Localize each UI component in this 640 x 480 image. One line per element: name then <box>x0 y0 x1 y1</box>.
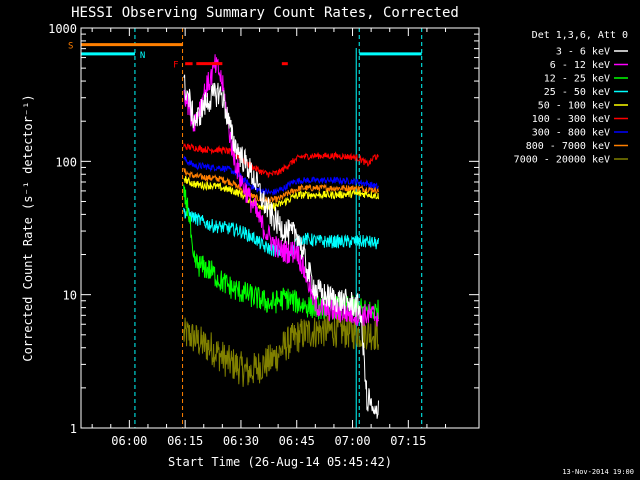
y-tick-label-3: 1000 <box>48 22 77 36</box>
flag-label-N: N <box>140 51 145 61</box>
x-tick-label-4: 07:00 <box>334 434 370 448</box>
footer-date: 13-Nov-2014 19:00 <box>562 468 634 476</box>
x-tick-label-3: 06:45 <box>279 434 315 448</box>
legend-label-7: 800 - 7000 keV <box>526 141 610 152</box>
legend-label-8: 7000 - 20000 keV <box>514 155 610 166</box>
series-line-6 <box>183 155 379 196</box>
legend-item-1: 6 - 12 keV <box>550 60 628 71</box>
legend-label-0: 3 - 6 keV <box>556 47 610 58</box>
x-tick-label-5: 07:15 <box>390 434 426 448</box>
legend-item-5: 100 - 300 keV <box>532 114 628 125</box>
series-line-2 <box>183 184 379 324</box>
flag-label-F: F <box>173 61 178 71</box>
series-line-4 <box>183 175 379 212</box>
legend-label-4: 50 - 100 keV <box>538 101 610 112</box>
flag-label-S: S <box>68 42 73 52</box>
legend-label-5: 100 - 300 keV <box>532 114 610 125</box>
y-tick-label-2: 100 <box>55 155 77 169</box>
x-tick-label-1: 06:15 <box>167 434 203 448</box>
series-line-8 <box>183 313 379 387</box>
x-tick-label-2: 06:30 <box>223 434 259 448</box>
y-tick-label-1: 10 <box>63 289 77 303</box>
series-line-7 <box>183 167 379 204</box>
y-tick-label-0: 1 <box>70 422 77 436</box>
legend-header: Det 1,3,6, Att 0 <box>532 30 628 41</box>
legend-item-2: 12 - 25 keV <box>544 74 628 85</box>
legend-item-6: 300 - 800 keV <box>532 128 628 139</box>
legend-label-6: 300 - 800 keV <box>532 128 610 139</box>
series-line-5 <box>183 142 379 179</box>
legend-item-4: 50 - 100 keV <box>538 101 628 112</box>
legend-item-7: 800 - 7000 keV <box>526 141 628 152</box>
x-axis: 06:00 06:15 06:30 06:45 07:00 07:15 <box>91 28 447 448</box>
axes-frame <box>80 27 480 429</box>
x-axis-label: Start Time (26-Aug-14 05:45:42) <box>168 455 392 469</box>
legend-item-8: 7000 - 20000 keV <box>514 155 628 166</box>
legend-item-3: 25 - 50 keV <box>544 87 628 98</box>
series-line-0 <box>183 74 379 419</box>
legend: Det 1,3,6, Att 0 3 - 6 keV 6 - 12 keV 12 -… <box>514 30 628 166</box>
series-line-1 <box>183 54 379 327</box>
legend-label-1: 6 - 12 keV <box>550 60 610 71</box>
legend-item-0: 3 - 6 keV <box>556 47 628 58</box>
legend-label-2: 12 - 25 keV <box>544 74 610 85</box>
y-axis-label: Corrected Count Rate (s⁻¹ detector⁻¹) <box>21 94 35 361</box>
chart-title: HESSI Observing Summary Count Rates, Cor… <box>71 5 459 21</box>
plot-area: S N F <box>68 28 423 428</box>
x-tick-label-0: 06:00 <box>111 434 147 448</box>
legend-label-3: 25 - 50 keV <box>544 87 610 98</box>
y-axis: 1 10 100 1000 <box>48 22 479 436</box>
